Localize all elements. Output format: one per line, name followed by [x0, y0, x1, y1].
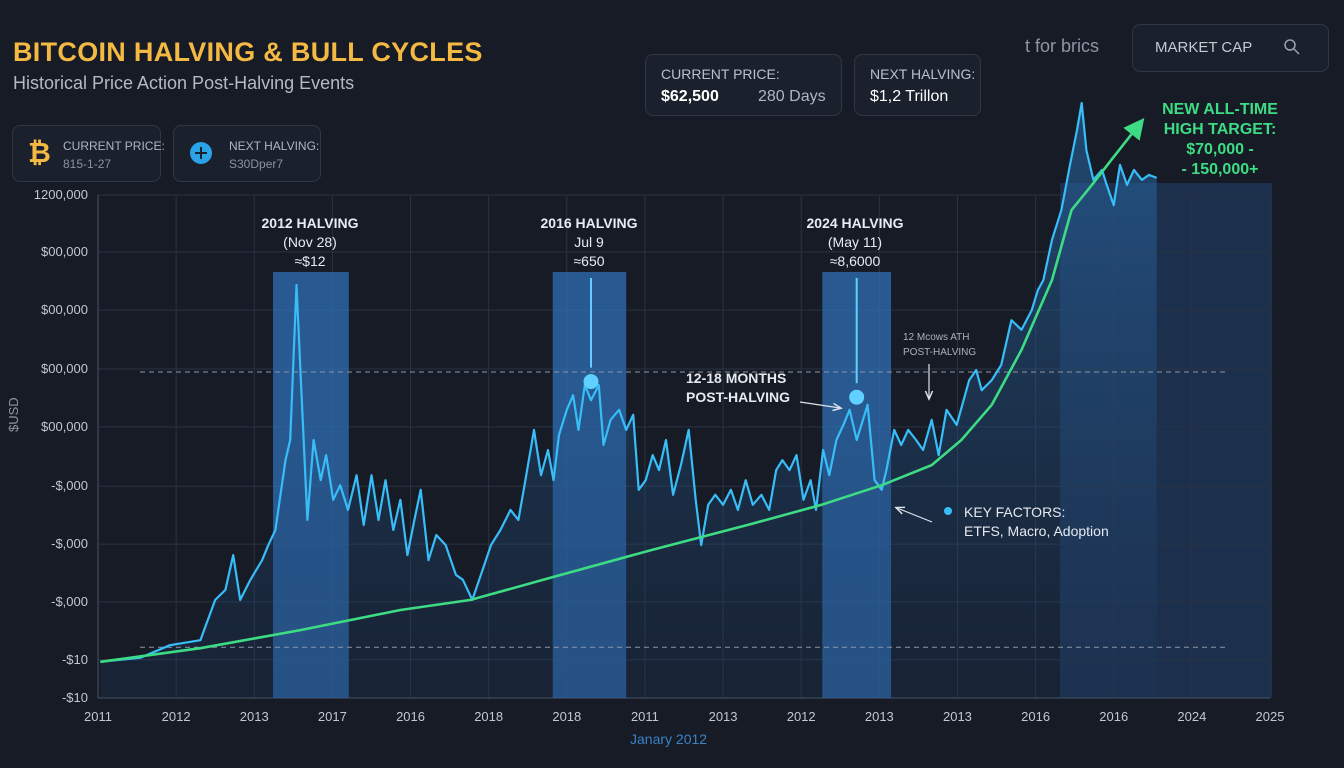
annotation-line: 12-18 MONTHS	[686, 370, 787, 386]
halving-label-2024: 2024 HALVING (May 11) ≈8,6000	[807, 214, 904, 271]
key-factors-bullet	[944, 507, 952, 515]
halving-label-2016: 2016 HALVING Jul 9 ≈650	[541, 214, 638, 271]
card-label: CURRENT PRICE:	[63, 139, 165, 153]
key-factors-arrow	[897, 508, 933, 523]
x-tick-label: 2016	[1099, 709, 1129, 724]
card-value: S30Dper7	[229, 157, 284, 171]
halving-peak-marker	[849, 389, 865, 405]
annotation-line: NEW ALL-TIME	[1162, 101, 1278, 118]
card-extra: 280 Days	[758, 88, 826, 105]
halving-name: 2024 HALVING	[806, 215, 904, 231]
post-halving-arrow	[799, 401, 840, 408]
y-tick-label: $00,000	[41, 361, 88, 377]
y-tick-label: $00,000	[41, 418, 88, 434]
x-tick-label: 2013	[239, 709, 269, 724]
annotation-line: - 150,000+	[1181, 161, 1259, 178]
card-label: CURRENT PRICE:	[661, 66, 780, 82]
x-axis-label: Janary 2012	[630, 731, 708, 747]
x-tick-label: 2013	[942, 709, 972, 724]
page-subtitle: Historical Price Action Post-Halving Eve…	[13, 73, 355, 93]
y-tick-label: 1200,000	[33, 187, 88, 202]
page-title: BITCOIN HALVING & BULL CYCLES	[13, 37, 483, 67]
x-tick-label: 2011	[84, 709, 112, 724]
next-halving-card: NEXT HALVING: S30Dper7	[173, 125, 321, 182]
annotation-line: 12 Mcows ATH	[903, 332, 970, 343]
key-factors-text: ETFS, Macro, Adoption	[964, 523, 1109, 539]
y-tick-label: $00,000	[41, 243, 88, 259]
card-value: $1,2 Trillon	[870, 88, 949, 105]
halving-date: (Nov 28)	[283, 234, 337, 250]
key-factors-title: KEY FACTORS:	[964, 504, 1066, 520]
x-tick-label: 2024	[1177, 709, 1207, 724]
annotation-line: POST-HALVING	[903, 347, 977, 358]
market-cap-button[interactable]: MARKET CAP	[1132, 24, 1329, 72]
halving-date: Jul 9	[574, 234, 604, 250]
x-tick-label: 2016	[1021, 709, 1051, 724]
halving-date: (May 11)	[827, 234, 883, 250]
key-factors-annotation: KEY FACTORS: ETFS, Macro, Adoption	[964, 503, 1109, 541]
halving-name: 2016 HALVING	[540, 215, 638, 231]
x-tick-label: 2012	[786, 709, 816, 724]
next-halving-summary: NEXT HALVING: $1,2 Trillon	[854, 54, 981, 116]
y-tick-label: -$10	[61, 651, 88, 667]
price-area	[100, 103, 1157, 698]
x-tick-label: 2018	[552, 709, 582, 724]
search-icon[interactable]	[1283, 38, 1301, 56]
x-tick-label: 2016	[396, 709, 425, 724]
y-tick-label: -$10	[61, 690, 88, 705]
annotation-line: POST-HALVING	[686, 389, 790, 405]
x-tick-label: 2013	[864, 709, 894, 724]
metrics-link[interactable]: t for brics	[1025, 36, 1100, 56]
halving-price: ≈650	[573, 253, 605, 269]
market-cap-label: MARKET CAP	[1155, 39, 1253, 56]
post-halving-annotation: 12-18 MONTHS POST-HALVING	[686, 369, 790, 407]
card-label: NEXT HALVING:	[870, 66, 976, 82]
network-globe-icon	[190, 142, 212, 164]
halving-peak-marker	[583, 374, 599, 390]
ath-annotation: 12 Mcows ATH POST-HALVING	[903, 330, 976, 360]
current-price-summary: CURRENT PRICE: $62,500 280 Days	[645, 54, 842, 116]
bitcoin-icon: ₿	[28, 137, 51, 168]
x-tick-label: 2012	[161, 709, 191, 724]
halving-price: ≈$12	[294, 253, 326, 269]
x-tick-label: 2011	[630, 709, 659, 724]
halving-label-2012: 2012 HALVING (Nov 28) ≈$12	[262, 214, 359, 271]
x-tick-label: 2018	[474, 709, 504, 724]
halving-name: 2012 HALVING	[261, 215, 359, 231]
y-tick-label: $00,000	[41, 302, 88, 318]
annotation-line: $70,000 -	[1186, 141, 1254, 158]
current-price-card: ₿ CURRENT PRICE: 815-1-27	[12, 125, 165, 182]
x-tick-label: 2013	[708, 709, 738, 724]
x-tick-label: 2025	[1255, 709, 1285, 724]
y-tick-label: -$,000	[51, 536, 88, 552]
y-tick-label: -$,000	[51, 593, 88, 609]
card-label: NEXT HALVING:	[229, 139, 320, 153]
annotation-line: HIGH TARGET:	[1163, 121, 1277, 138]
card-value: $62,500	[661, 88, 719, 105]
card-value: 815-1-27	[63, 157, 112, 171]
y-tick-label: -$,000	[51, 478, 88, 494]
price-line	[100, 101, 1158, 663]
halving-price: ≈8,6000	[829, 253, 881, 269]
y-axis-label: $USD	[6, 397, 21, 432]
ath-target-annotation: NEW ALL-TIME HIGH TARGET: $70,000 - - 15…	[1150, 100, 1290, 180]
trend-line	[100, 117, 1145, 664]
x-tick-label: 2017	[317, 709, 347, 724]
